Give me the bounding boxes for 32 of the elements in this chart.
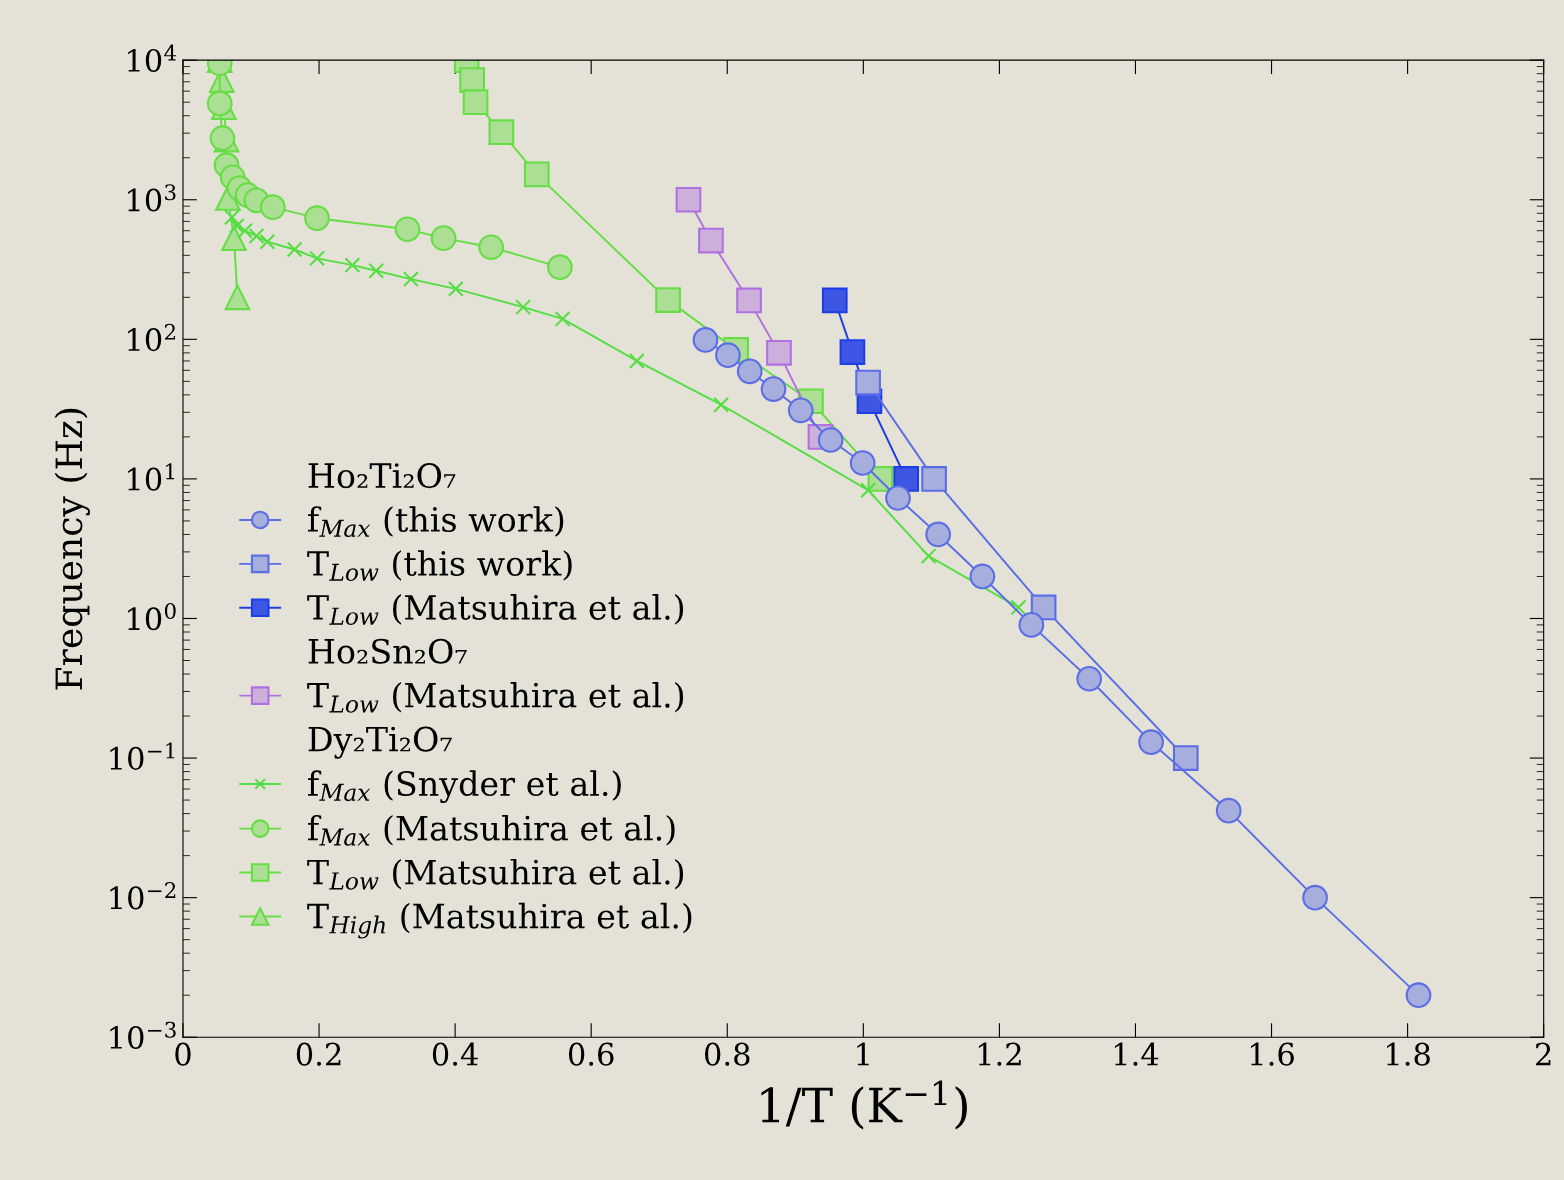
x-tick-label: 0.2	[296, 1042, 341, 1066]
y-tick-label: 10$^{−2}$	[110, 882, 176, 910]
y-tick-label: 10$^{−3}$	[110, 1021, 176, 1050]
x-tick-label: 0.8	[704, 1042, 750, 1066]
legend-label: T$_{Low}$ (Matsuhira et al.)	[307, 594, 684, 625]
text: Ho₂Ti₂O₇	[308, 462, 456, 489]
legend-label: T$_{High}$ (Matsuhira et al.)	[307, 902, 692, 939]
legend-label: f$_{Max}$ (Snyder et al.)	[308, 770, 621, 804]
legend-label: T$_{Low}$ (Matsuhira et al.)	[307, 681, 684, 713]
legend-label: f$_{Max}$ (this work)	[308, 506, 564, 538]
legend-label: f$_{Max}$ (Matsuhira et al.)	[308, 814, 675, 846]
text: Dy₂Ti₂O₇	[308, 726, 452, 759]
y-tick-label: 10$^{−1}$	[110, 742, 175, 770]
y-tick-label: 10$^{1}$	[128, 463, 175, 491]
x-axis-title: 1/T (K$^{−1}$)	[761, 1080, 967, 1130]
text: Ho₂Sn₂O₇	[308, 638, 467, 664]
x-tick-label: 1.6	[1250, 1042, 1294, 1066]
x-tick-label: 1.4	[1114, 1042, 1159, 1066]
x-tick-label: 1	[857, 1042, 869, 1066]
x-tick-label: 1.8	[1387, 1042, 1430, 1066]
x-tick-label: 0.4	[432, 1042, 478, 1066]
y-axis-title: Frequency (Hz)	[54, 408, 90, 690]
y-tick-label: 10$^{4}$	[128, 44, 177, 73]
x-tick-label: 0.6	[568, 1042, 614, 1066]
legend-label: T$_{Low}$ (this work)	[307, 550, 572, 582]
y-tick-label: 10$^{0}$	[128, 602, 176, 631]
x-tick-label: 1.2	[978, 1042, 1021, 1066]
x-tick-label: 2	[1536, 1042, 1551, 1066]
y-tick-label: 10$^{2}$	[128, 323, 176, 352]
x-tick-label: 0	[175, 1042, 191, 1066]
legend-label: T$_{Low}$ (Matsuhira et al.)	[307, 858, 684, 890]
y-tick-label: 10$^{3}$	[128, 184, 176, 212]
